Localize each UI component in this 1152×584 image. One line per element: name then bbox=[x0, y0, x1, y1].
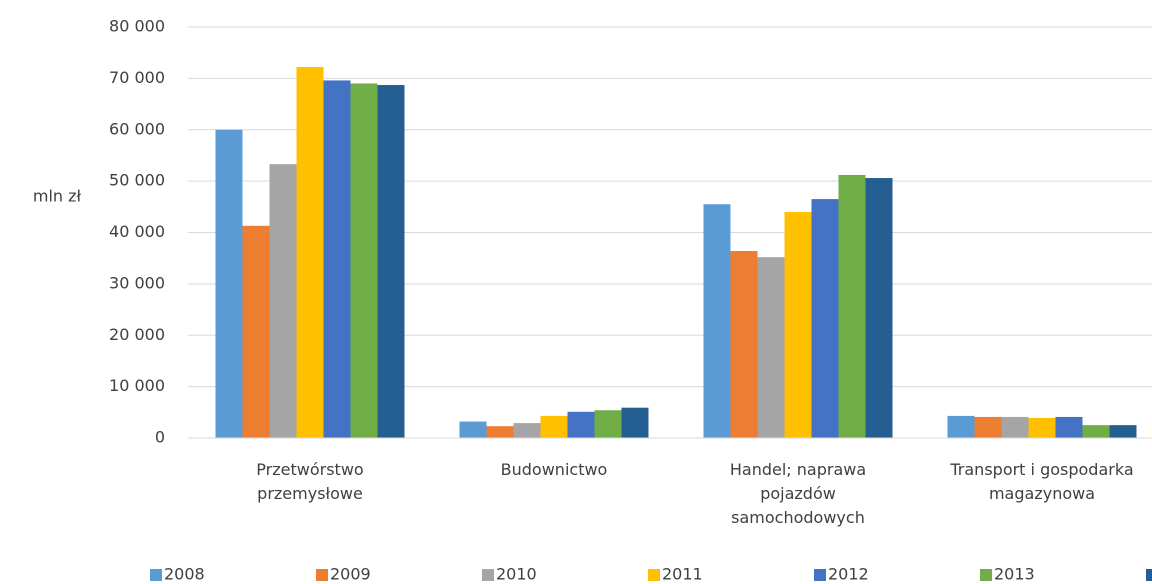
bar bbox=[1082, 425, 1110, 438]
bar bbox=[838, 174, 866, 438]
legend-swatch bbox=[150, 569, 162, 581]
y-tick-label: 80 000 bbox=[109, 17, 165, 36]
legend-label: 2013 bbox=[994, 565, 1035, 584]
bar bbox=[459, 421, 487, 438]
bar bbox=[567, 411, 595, 438]
y-tick-label: 40 000 bbox=[109, 222, 165, 241]
x-tick-label: Przetwórstwo przemysłowe bbox=[256, 460, 364, 503]
bar bbox=[1055, 416, 1083, 438]
bar bbox=[377, 85, 405, 439]
y-axis-label: mln zł bbox=[33, 187, 82, 206]
x-tick-label: Transport i gospodarka magazynowa bbox=[950, 460, 1134, 503]
legend-swatch bbox=[980, 569, 992, 581]
bar bbox=[703, 204, 731, 438]
legend-label: 2008 bbox=[164, 565, 205, 584]
bar bbox=[784, 211, 812, 438]
x-tick-label: Handel; naprawa pojazdów samochodowych bbox=[729, 460, 867, 527]
bar bbox=[974, 416, 1002, 438]
bar bbox=[621, 407, 649, 438]
y-tick-label: 30 000 bbox=[109, 273, 165, 292]
bar bbox=[1109, 425, 1137, 438]
legend-label: 2009 bbox=[330, 565, 371, 584]
y-tick-label: 10 000 bbox=[109, 376, 165, 395]
y-tick-label: 60 000 bbox=[109, 119, 165, 138]
legend-label: 2010 bbox=[496, 565, 537, 584]
legend-swatch bbox=[814, 569, 826, 581]
bar bbox=[323, 80, 351, 439]
bar bbox=[269, 164, 297, 438]
bar bbox=[242, 225, 270, 438]
bar bbox=[730, 250, 758, 438]
legend-swatch bbox=[482, 569, 494, 581]
bar bbox=[513, 423, 541, 438]
legend-label: 2012 bbox=[828, 565, 869, 584]
bar bbox=[1028, 417, 1056, 438]
bar bbox=[811, 199, 839, 438]
legend-swatch bbox=[648, 569, 660, 581]
bar bbox=[296, 67, 324, 438]
legend-label: 2011 bbox=[662, 565, 703, 584]
bar bbox=[1001, 416, 1029, 438]
bar bbox=[865, 178, 893, 439]
bar bbox=[594, 410, 622, 438]
y-tick-label: 0 bbox=[155, 428, 165, 447]
y-tick-label: 50 000 bbox=[109, 171, 165, 190]
bar bbox=[757, 257, 785, 438]
legend-swatch bbox=[1146, 569, 1152, 581]
y-tick-label: 20 000 bbox=[109, 325, 165, 344]
x-tick-label: Budownictwo bbox=[500, 460, 608, 479]
bar bbox=[947, 415, 975, 438]
bar bbox=[486, 426, 514, 438]
y-tick-label: 70 000 bbox=[109, 68, 165, 87]
bar bbox=[350, 83, 378, 438]
bar bbox=[215, 129, 243, 438]
legend-swatch bbox=[316, 569, 328, 581]
bar bbox=[540, 415, 568, 438]
